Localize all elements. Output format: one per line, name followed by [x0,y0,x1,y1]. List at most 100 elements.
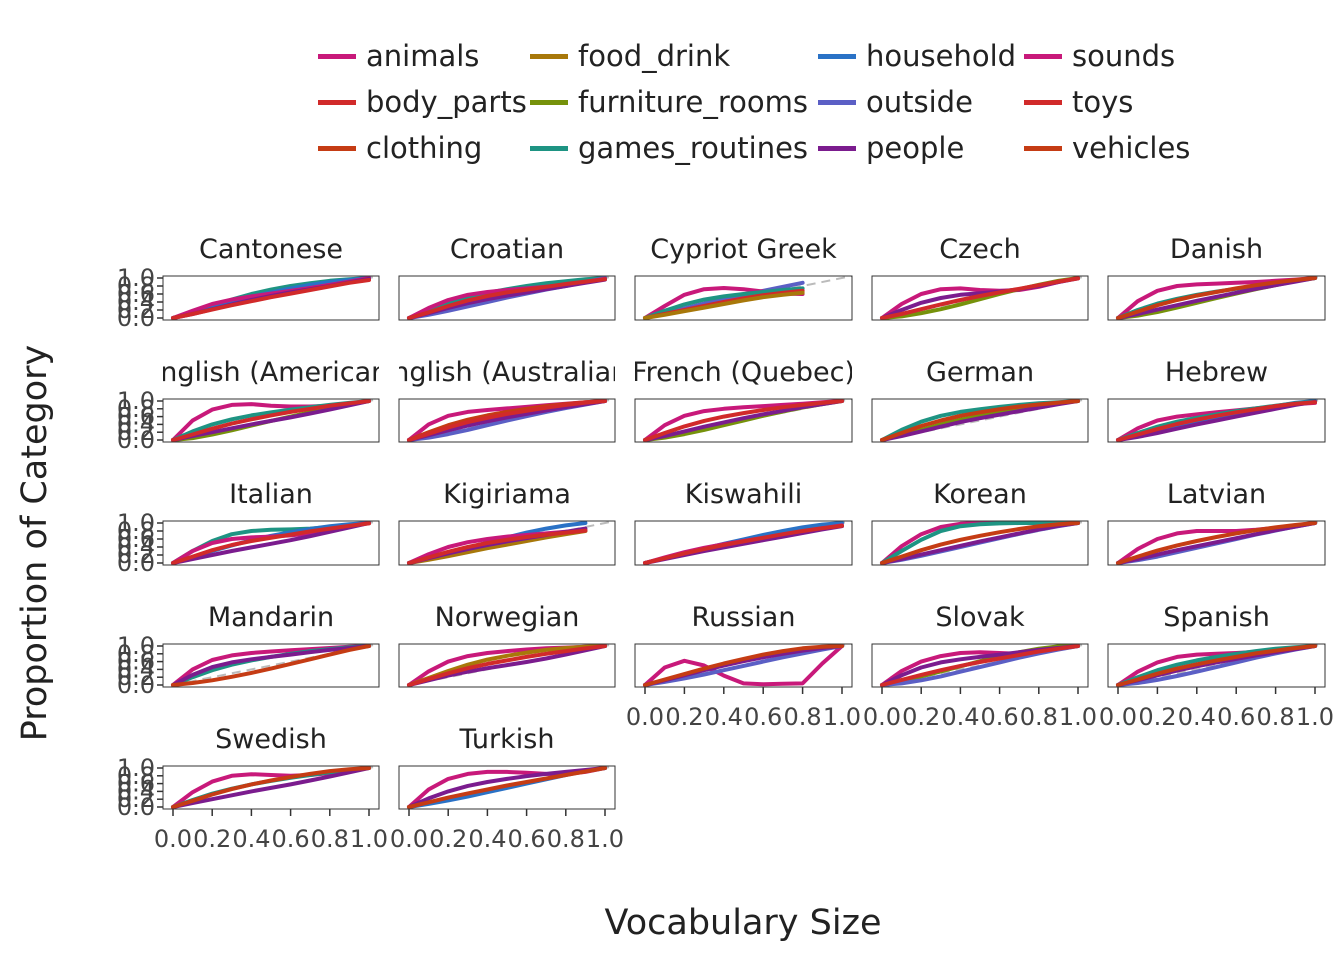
y-tick-label: 1.0 [117,264,155,292]
legend-label: animals [366,39,480,73]
panel-border [398,765,616,810]
y-tick-label: 0.8 [117,395,155,423]
x-tick-label: 0.0 [154,825,192,853]
facet-title: Danish [1170,234,1263,265]
panel-series [171,276,379,320]
x-tick-label: 0.6 [981,703,1019,731]
panel-series [171,644,379,687]
panel-series [171,399,379,442]
y-tick-label: 0.6 [117,770,155,798]
panel-series [880,276,1088,320]
x-tick-label: 0.4 [941,703,979,731]
y-tick-label: 0.4 [117,655,155,683]
legend-item-outside: outside [818,82,973,122]
legend-swatch [818,145,856,151]
legend-swatch [1024,53,1062,59]
legend-label: household [866,39,1017,73]
series-line [643,399,844,442]
panel-series [643,399,852,442]
facet-title: Slovak [935,602,1025,633]
panel-series [643,521,852,565]
legend-label: outside [866,85,973,119]
x-tick-label: 1.0 [586,825,624,853]
legend: animals body_parts clothing food_drink furni… [318,36,1218,176]
facet-panel-slovak: Slovak 0.0 0.2 0.4 0.6 0.8 1.0 [863,602,1097,731]
series-line [407,399,607,442]
y-tick-label: 0.4 [117,410,155,438]
y-tick-label: 1.0 [117,754,155,782]
x-tick-label: 0.2 [193,825,231,853]
series-line [880,276,1080,320]
y-tick-label: 0.4 [117,288,155,316]
series-line [407,766,607,809]
legend-item-animals: animals [318,36,479,76]
legend-item-people: people [818,128,964,168]
panel-series [1116,521,1325,565]
legend-item-sounds: sounds [1024,36,1175,76]
facet-panel-croatian: Croatian [398,234,616,321]
y-tick-label: 1.0 [117,632,155,660]
series-line [171,278,371,320]
y-tick-label: 0.2 [117,418,155,446]
series-line [880,521,1080,565]
y-axis-label: Proportion of Category [15,345,55,741]
panel-border [162,398,380,443]
legend-label: people [866,131,965,165]
x-tick-label: 0.6 [744,703,782,731]
facet-panel-spanish: Spanish 0.0 0.2 0.4 0.6 0.8 1.0 [1099,602,1334,731]
panel-series [880,644,1088,687]
panel-series [1116,276,1325,320]
panel-border [1107,398,1326,443]
facet-title: Kiswahili [685,479,803,510]
y-tick-label: 0.0 [117,426,155,454]
y-tick-label: 0.2 [117,663,155,691]
series-line [171,399,371,442]
series-line [407,766,607,809]
x-tick-label: 0.6 [1217,703,1255,731]
x-tick-label: 0.4 [468,825,506,853]
series-line [1116,276,1317,320]
legend-item-games_routines: games_routines [530,128,808,168]
series-line [171,521,371,565]
y-tick-label: 0.4 [117,777,155,805]
facet-panel-norwegian: Norwegian [398,602,616,688]
y-tick-label: 1.0 [117,387,155,415]
facet-title: Spanish [1163,602,1270,633]
x-tick-label: 1.0 [823,703,861,731]
diagonal-reference-line [172,644,379,686]
legend-swatch [318,53,356,59]
y-tick-label: 0.4 [117,533,155,561]
facet-title: Cantonese [199,234,343,265]
facet-title: Croatian [450,234,564,265]
series-line [171,644,371,687]
legend-label: vehicles [1072,131,1191,165]
series-line [1116,399,1317,442]
x-tick-label: 0.8 [1020,703,1058,731]
panel-series [171,521,379,565]
facet-panel-cantonese: Cantonese 0.00.20.40.60.81.0 [117,234,380,332]
legend-item-household: household [818,36,1016,76]
facet-panel-kigiriama: Kigiriama [398,479,616,566]
facet-title: Norwegian [435,602,580,633]
series-line [171,644,371,687]
facet-panel-hebrew: Hebrew [1107,357,1326,443]
facet-panel-cypriot-greek: Cypriot Greek [634,234,853,321]
y-tick-label: 0.0 [117,549,155,577]
panel-border [398,643,616,688]
x-axis-label: Vocabulary Size [605,903,882,943]
legend-swatch [818,53,856,59]
panel-border [871,520,1089,566]
series-line [880,521,1080,565]
series-line [171,766,371,809]
facet-title: Swedish [215,724,327,755]
y-tick-label: 0.6 [117,648,155,676]
panel-series [1116,399,1325,442]
legend-label: furniture_rooms [578,85,808,119]
x-tick-label: 1.0 [1059,703,1097,731]
x-tick-label: 1.0 [350,825,388,853]
facet-title: Korean [933,479,1027,510]
series-line [407,644,607,687]
facet-panel-kiswahili: Kiswahili [634,479,853,566]
series-line [880,399,1080,442]
facet-title: Hebrew [1165,357,1268,388]
